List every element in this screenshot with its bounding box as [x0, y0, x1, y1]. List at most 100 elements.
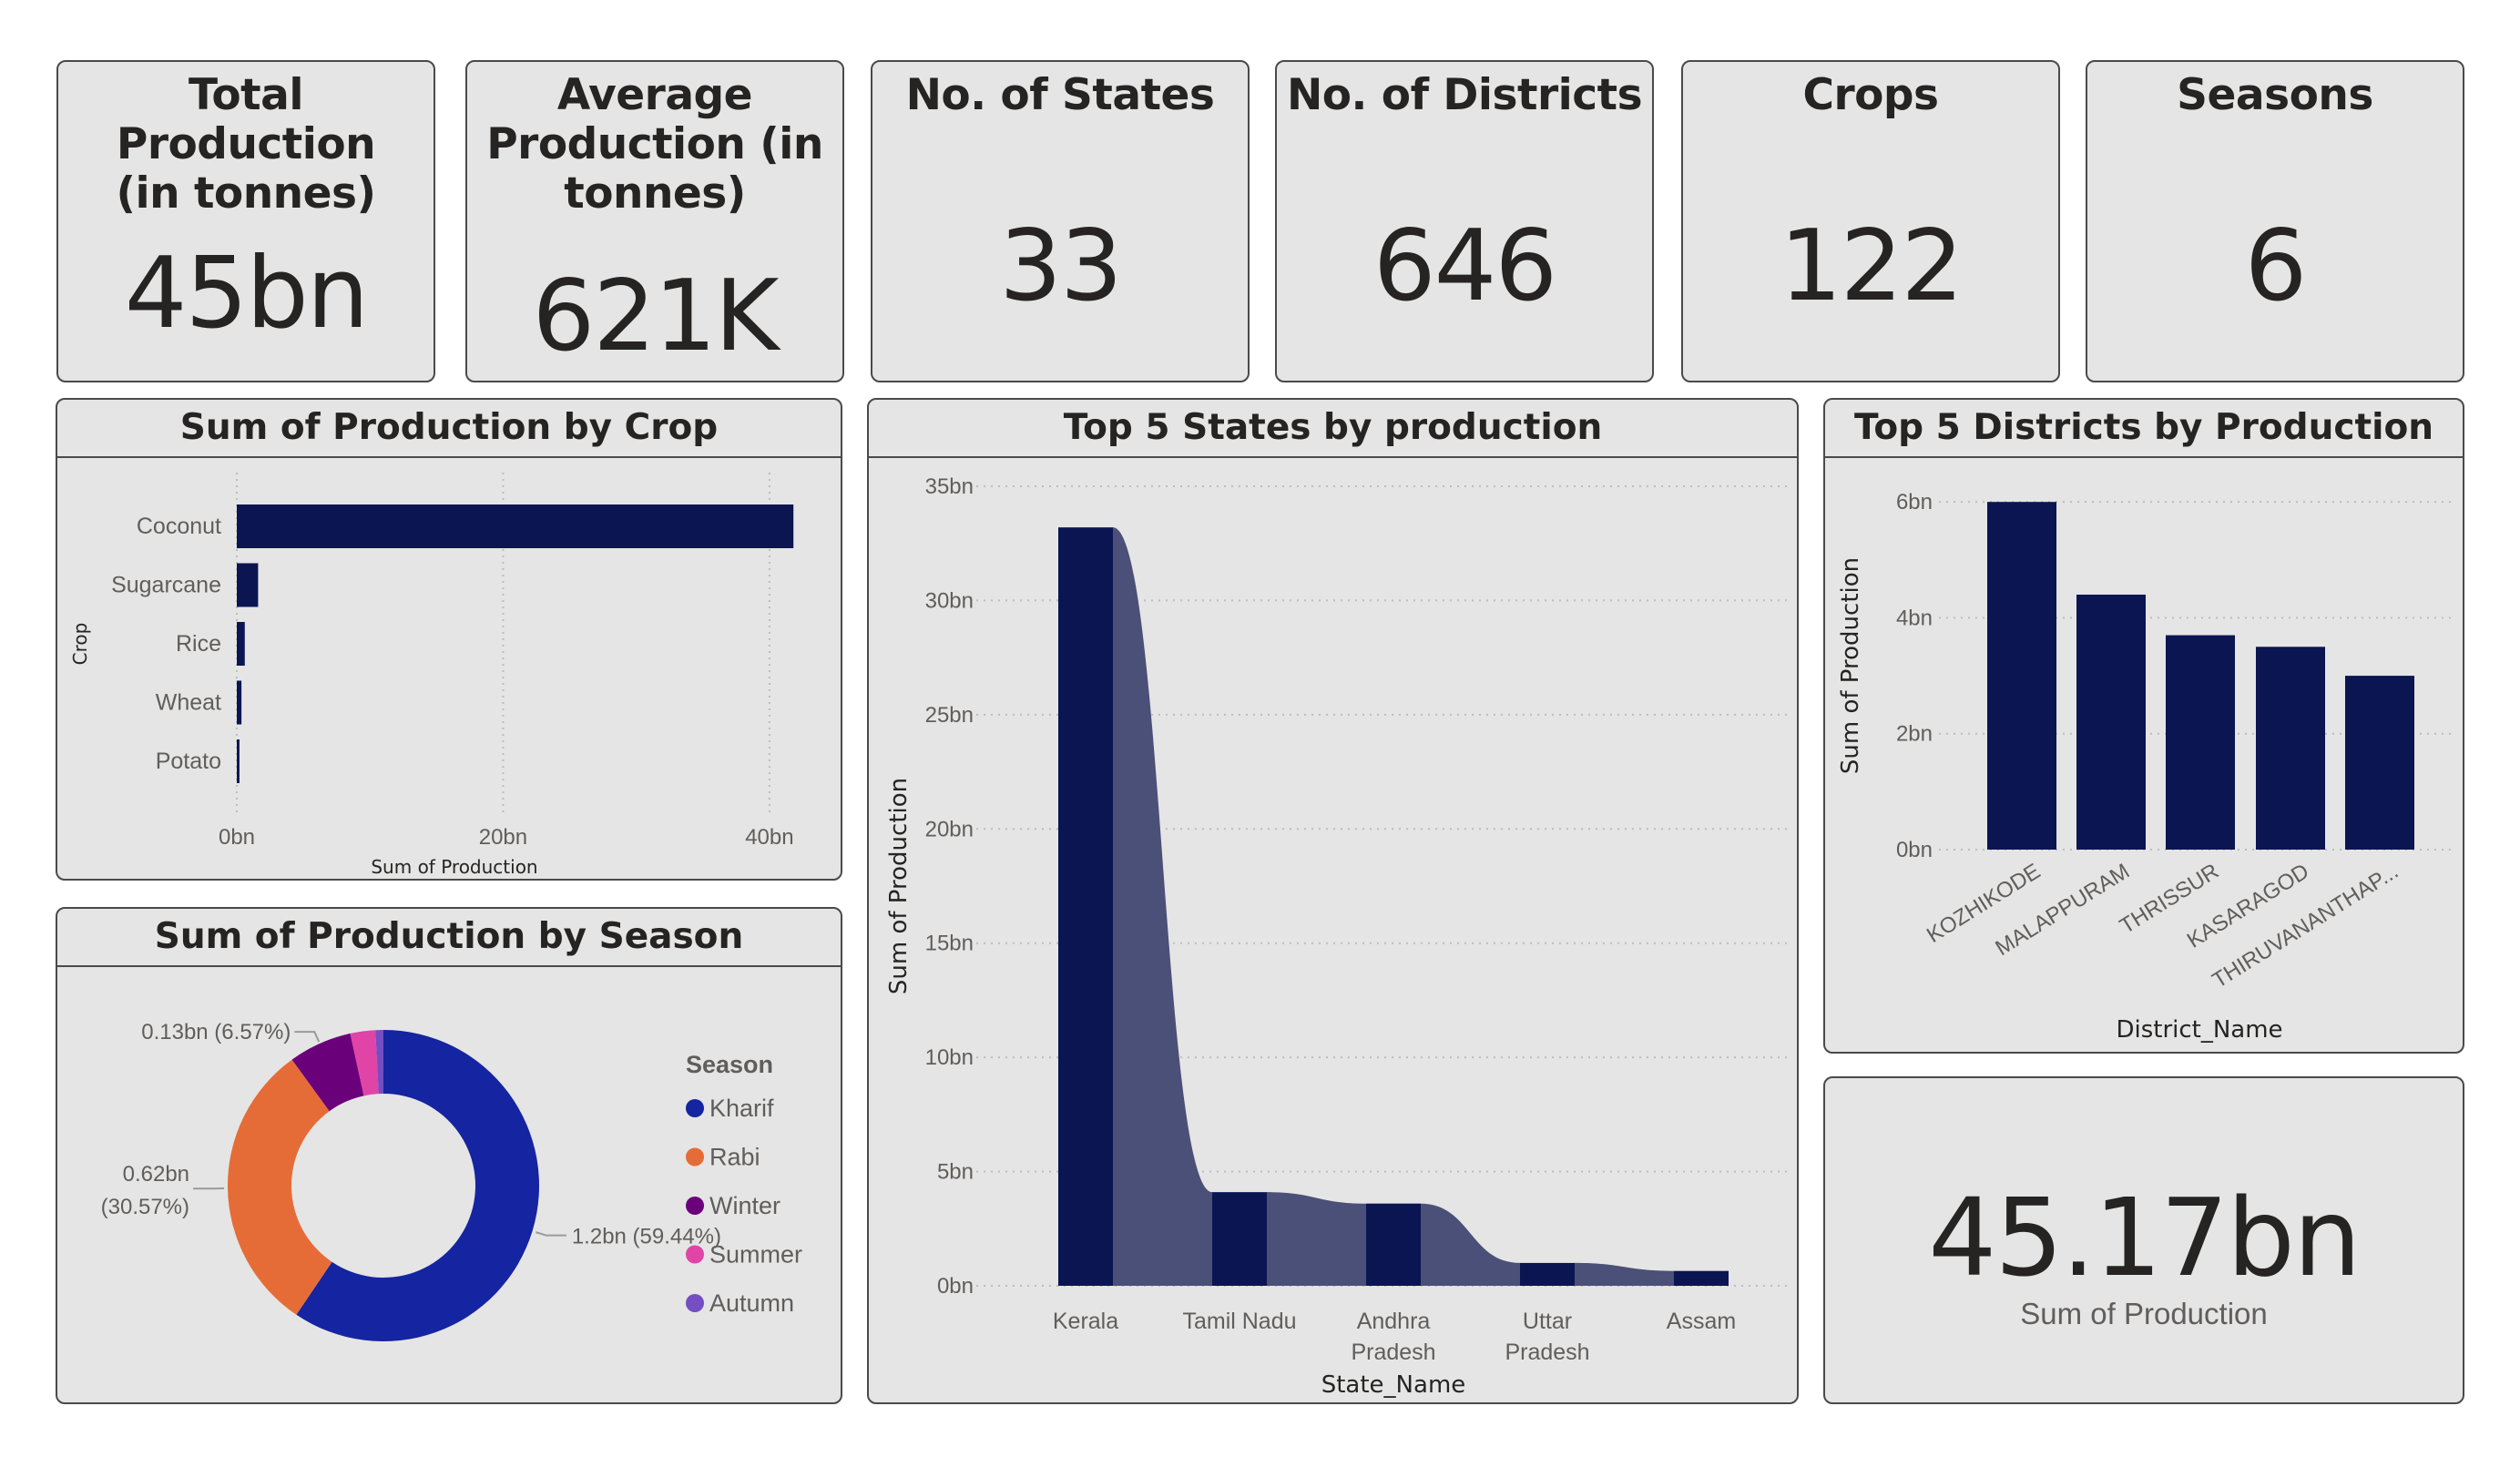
y-category-label: Rice: [176, 631, 221, 657]
x-category-label: Tamil Nadu: [1182, 1309, 1296, 1334]
kpi-card-crops: Crops 122: [1681, 60, 2060, 382]
kpi-title: Seasons: [2087, 71, 2463, 120]
donut-slice: [350, 1030, 379, 1096]
states-chart-panel: Top 5 States by production 0bn 5bn 10bn 15b…: [867, 398, 1799, 1404]
kpi-value: 122: [1779, 209, 1964, 323]
kpi-card-districts: No. of Districts 646: [1275, 60, 1654, 382]
ribbon-connector: [1575, 1262, 1674, 1286]
leader-line: [294, 1031, 321, 1043]
bar: [2076, 595, 2146, 850]
x-category-label: Uttar: [1523, 1309, 1572, 1334]
legend-label: Winter: [709, 1192, 780, 1219]
legend-marker: [686, 1294, 704, 1312]
bar: [1520, 1262, 1575, 1286]
kpi-card-total-production: Total Production (in tonnes) 45bn: [56, 60, 435, 382]
x-axis-title: District_Name: [2116, 1016, 2282, 1044]
kpi-title-line: tonnes): [564, 168, 746, 219]
x-axis-title: State_Name: [1321, 1371, 1466, 1399]
kpi-title-line: Average: [556, 70, 753, 120]
ribbon-connector: [1421, 1203, 1520, 1286]
kpi-title-line: Production (in: [486, 119, 823, 169]
donut-slice: [375, 1030, 383, 1095]
kpi-title: Crops: [1683, 71, 2058, 120]
y-tick-label: 15bn: [925, 932, 974, 956]
sum-production-card: 45.17bn Sum of Production: [1823, 1076, 2464, 1404]
kpi-title-line: (in tonnes): [116, 168, 376, 219]
bar: [1366, 1203, 1421, 1286]
data-label: 1.2bn (59.44%): [572, 1225, 721, 1249]
chart-title: Top 5 States by production: [869, 400, 1797, 458]
bar: [1058, 527, 1113, 1286]
states-ribbon-chart: 0bn 5bn 10bn 15bn 20bn 25bn 30bn 35bn Kerala Tami…: [885, 474, 1787, 1399]
kpi-card-states: No. of States 33: [871, 60, 1250, 382]
y-tick-label: 10bn: [925, 1045, 974, 1070]
y-tick-label: 0bn: [1896, 838, 1933, 862]
y-axis-title: Crop: [69, 623, 91, 666]
x-axis-title: Sum of Production: [371, 856, 537, 878]
data-label: (30.57%): [101, 1195, 189, 1219]
y-category-label: Wheat: [156, 690, 221, 716]
kpi-value: 6: [2244, 209, 2308, 323]
crop-bar-chart: 0bn 20bn 40bn Coconut Sugarcane Rice Wheat Pota…: [69, 473, 794, 878]
y-tick-label: 2bn: [1896, 722, 1933, 747]
season-donut-chart: 1.2bn (59.44%) 0.62bn (30.57%) 0.13bn (6.57…: [101, 1020, 802, 1341]
donut-slice: [296, 1030, 539, 1341]
bar: [1674, 1270, 1729, 1286]
chart-title: Top 5 Districts by Production: [1825, 400, 2463, 458]
y-tick-label: 5bn: [937, 1160, 974, 1185]
bar: [237, 563, 259, 607]
data-label: 0.62bn: [123, 1162, 189, 1187]
chart-title: Sum of Production by Season: [57, 909, 841, 967]
y-tick-label: 20bn: [925, 817, 974, 841]
bar: [2166, 635, 2235, 850]
bar: [1987, 502, 2056, 850]
legend-label: Kharif: [709, 1095, 774, 1122]
sum-production-value: 45.17bn: [1928, 1175, 2362, 1300]
x-category-label: Kerala: [1053, 1309, 1118, 1334]
bar: [237, 504, 794, 548]
kpi-title: Total Production (in tonnes): [58, 71, 434, 219]
kpi-title-line: No. of Districts: [1286, 70, 1643, 120]
x-tick-label: 0bn: [219, 825, 255, 850]
crop-chart-panel: Sum of Production by Crop 0bn 20bn 40bn Coc…: [56, 398, 842, 881]
x-category-label: Pradesh: [1505, 1340, 1589, 1365]
y-tick-label: 30bn: [925, 588, 974, 613]
donut-slice: [228, 1059, 332, 1315]
bar: [2256, 647, 2325, 850]
y-tick-label: 6bn: [1896, 490, 1933, 515]
kpi-card-seasons: Seasons 6: [2086, 60, 2464, 382]
ribbon-connector: [1267, 1192, 1366, 1286]
bar: [237, 680, 242, 725]
legend-marker: [686, 1147, 704, 1167]
legend-label: Summer: [709, 1241, 802, 1269]
kpi-value: 621K: [532, 260, 780, 373]
y-axis-title: Sum of Production: [1837, 557, 1864, 774]
season-chart-panel: Sum of Production by Season 1.2bn (59.44…: [56, 907, 842, 1404]
bar: [237, 622, 245, 666]
donut-slice: [291, 1033, 364, 1112]
legend-marker: [686, 1099, 704, 1117]
legend-marker: [686, 1245, 704, 1264]
x-category-label: Andhra: [1357, 1309, 1431, 1334]
chart-title: Sum of Production by Crop: [57, 400, 841, 458]
kpi-title-line: Crops: [1802, 70, 1939, 120]
districts-bar-chart: 0bn2bn4bn6bnKOZHIKODEMALAPPURAMTHRISSURK…: [1837, 490, 2454, 1044]
y-category-label: Potato: [156, 749, 221, 774]
data-label: 0.13bn (6.57%): [141, 1020, 291, 1044]
kpi-value: 646: [1372, 209, 1557, 323]
sum-production-label: Sum of Production: [2020, 1297, 2268, 1330]
y-category-label: Coconut: [137, 514, 221, 539]
kpi-value: 45bn: [124, 237, 369, 351]
bar: [2345, 676, 2414, 850]
y-category-label: Sugarcane: [111, 573, 221, 598]
y-tick-label: 25bn: [925, 703, 974, 728]
kpi-title-line: Seasons: [2177, 70, 2373, 120]
y-axis-title: Sum of Production: [885, 778, 913, 994]
ribbon-connector: [1113, 527, 1212, 1286]
kpi-title: Average Production (in tonnes): [467, 71, 842, 219]
x-tick-label: 20bn: [479, 825, 527, 850]
kpi-title: No. of Districts: [1277, 71, 1652, 120]
bar: [237, 739, 240, 783]
legend-title: Season: [686, 1051, 773, 1078]
bar: [1212, 1192, 1267, 1286]
